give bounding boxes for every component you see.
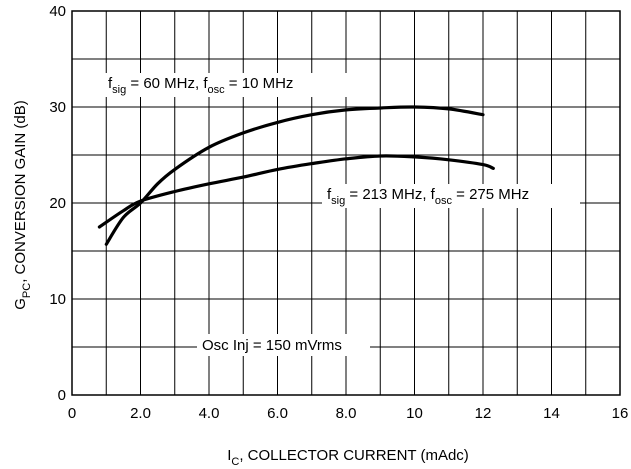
- x-tick-label: 12: [475, 405, 492, 422]
- y-tick-labels: 0 10 20 30 40: [49, 3, 66, 404]
- curves: [97, 105, 495, 246]
- x-tick-label: 6.0: [267, 405, 288, 422]
- y-axis-label-rest: , CONVERSION GAIN (dB): [12, 100, 29, 283]
- x-tick-label: 2.0: [130, 405, 151, 422]
- plot-frame: [71, 10, 621, 396]
- annotation-label-3: Osc Inj = 150 mVrms: [202, 337, 342, 354]
- annotation-1-sub1: sig: [112, 84, 126, 96]
- y-tick-label: 40: [49, 3, 66, 20]
- annotation-2-background: [322, 184, 580, 208]
- x-axis-label-sub: C: [231, 456, 239, 468]
- x-tick-label: 10: [406, 405, 423, 422]
- annotation-2-mid: = 213 MHz, f: [345, 186, 435, 203]
- annotation-1-pre: f: [108, 75, 113, 92]
- y-tick-label: 30: [49, 99, 66, 116]
- annotation-2-sub1: sig: [331, 195, 345, 207]
- x-axis-label-rest: , COLLECTOR CURRENT (mAdc): [239, 447, 468, 464]
- y-tick-label: 0: [58, 387, 66, 404]
- annotation-label-1: fsig = 60 MHz, fosc = 10 MHz: [108, 75, 293, 96]
- annotation-2-post: = 275 MHz: [452, 186, 529, 203]
- x-tick-label: 4.0: [199, 405, 220, 422]
- annotation-1-background: [103, 73, 361, 97]
- series-line-2: [97, 154, 495, 229]
- x-tick-label: 14: [543, 405, 560, 422]
- x-axis-label: IC, COLLECTOR CURRENT (mAdc): [227, 447, 469, 468]
- annotation-2-pre: f: [327, 186, 332, 203]
- annotation-1-mid: = 60 MHz, f: [126, 75, 208, 92]
- annotation-3-background: [197, 334, 370, 356]
- y-axis-label-sub: PC: [21, 283, 33, 298]
- annotation-2-sub2: osc: [435, 195, 453, 207]
- series-line-1: [104, 105, 485, 246]
- annotation-label-2: fsig = 213 MHz, fosc = 275 MHz: [327, 186, 529, 207]
- annotation-1-post: = 10 MHz: [225, 75, 294, 92]
- y-axis-label: GPC, CONVERSION GAIN (dB): [12, 100, 33, 309]
- y-tick-label: 10: [49, 291, 66, 308]
- x-axis-label-main: I: [227, 447, 231, 464]
- x-tick-label: 8.0: [336, 405, 357, 422]
- annotation-1-sub2: osc: [208, 84, 226, 96]
- y-tick-label: 20: [49, 195, 66, 212]
- x-tick-labels: 0 2.0 4.0 6.0 8.0 10 12 14 16: [68, 405, 629, 422]
- y-axis-label-main: G: [12, 298, 29, 310]
- x-tick-label: 16: [612, 405, 629, 422]
- x-tick-label: 0: [68, 405, 76, 422]
